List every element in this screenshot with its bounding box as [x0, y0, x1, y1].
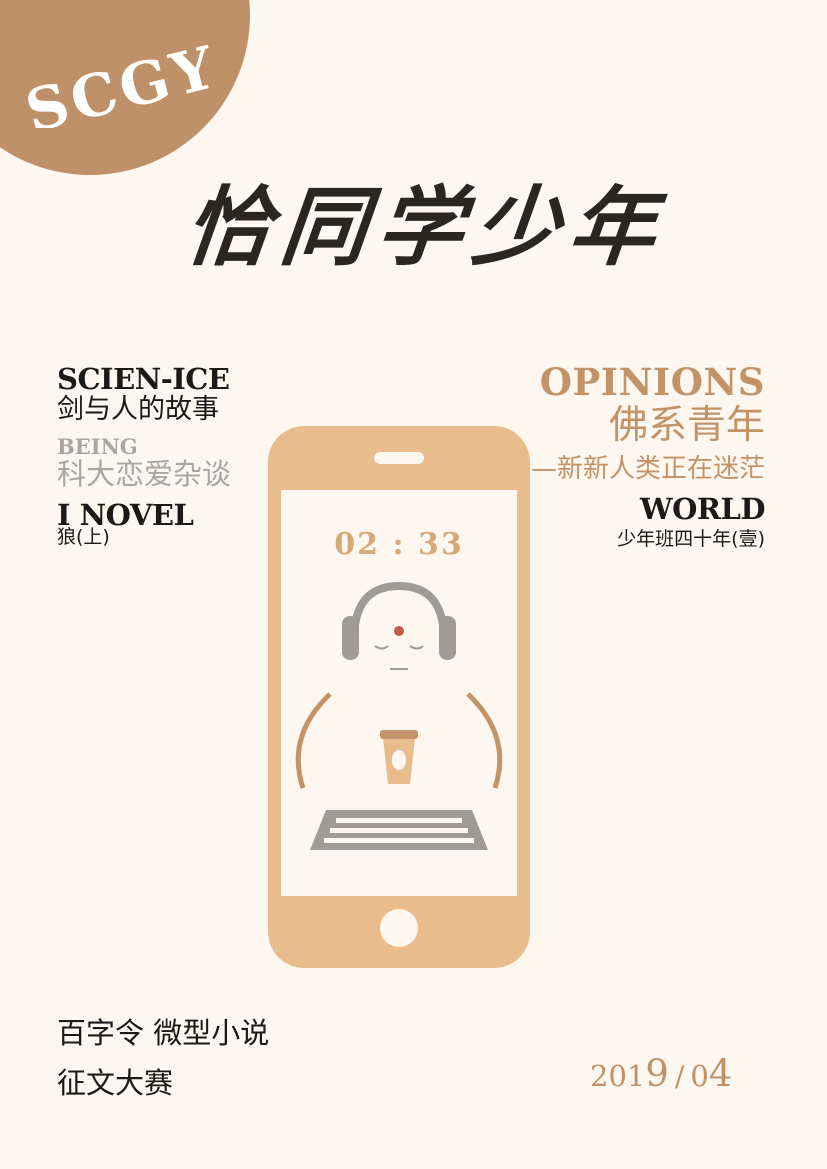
section-world-en: WORLD [640, 492, 765, 526]
body-left [295, 692, 332, 789]
section-being-en: BEING [57, 434, 138, 459]
phone-speaker [374, 452, 424, 464]
issue-year-prefix: 201 [590, 1059, 646, 1093]
keyboard-keys [324, 818, 474, 843]
contest-line-1: 百字令 微型小说 [57, 1016, 270, 1050]
section-novel-en: I NOVEL [57, 498, 194, 532]
coffee-lid [380, 730, 418, 739]
body-right [466, 692, 503, 789]
section-science-en: SCIEN-ICE [57, 362, 230, 396]
section-novel-cn: 狼(上) [57, 526, 110, 548]
section-world-cn: 少年班四十年(壹) [617, 528, 765, 550]
issue-separator: / [674, 1060, 685, 1093]
section-science-cn: 剑与人的故事 [57, 394, 219, 425]
section-opinions-en: OPINIONS [539, 360, 765, 404]
logo-text: SCGY [19, 33, 225, 128]
headphone-band [350, 581, 448, 641]
coffee-bean [392, 750, 406, 770]
issue-month-zero: 0 [690, 1059, 709, 1093]
magazine-title: 恰同学少年 [179, 177, 671, 278]
section-opinions-cn: 佛系青年 [608, 403, 765, 448]
headphone-left [342, 616, 359, 660]
contest-line-2: 征文大赛 [57, 1066, 174, 1100]
forehead-dot [394, 626, 404, 636]
issue-year-last: 9 [645, 1052, 669, 1095]
clock-time: 02 : 33 [334, 527, 463, 562]
home-button [380, 909, 418, 947]
issue-month-last: 4 [708, 1052, 733, 1095]
headphone-right [439, 616, 456, 660]
section-being-cn: 科大恋爱杂谈 [57, 457, 232, 491]
eye-right [409, 645, 424, 650]
eye-left [374, 645, 389, 650]
issue-date: 2019/04 [590, 1052, 750, 1096]
phone-illustration: 02 : 33 [268, 426, 530, 968]
scgy-logo: SCGY [19, 33, 225, 128]
section-opinions-sub: ——新新人类正在迷茫 [504, 454, 765, 484]
